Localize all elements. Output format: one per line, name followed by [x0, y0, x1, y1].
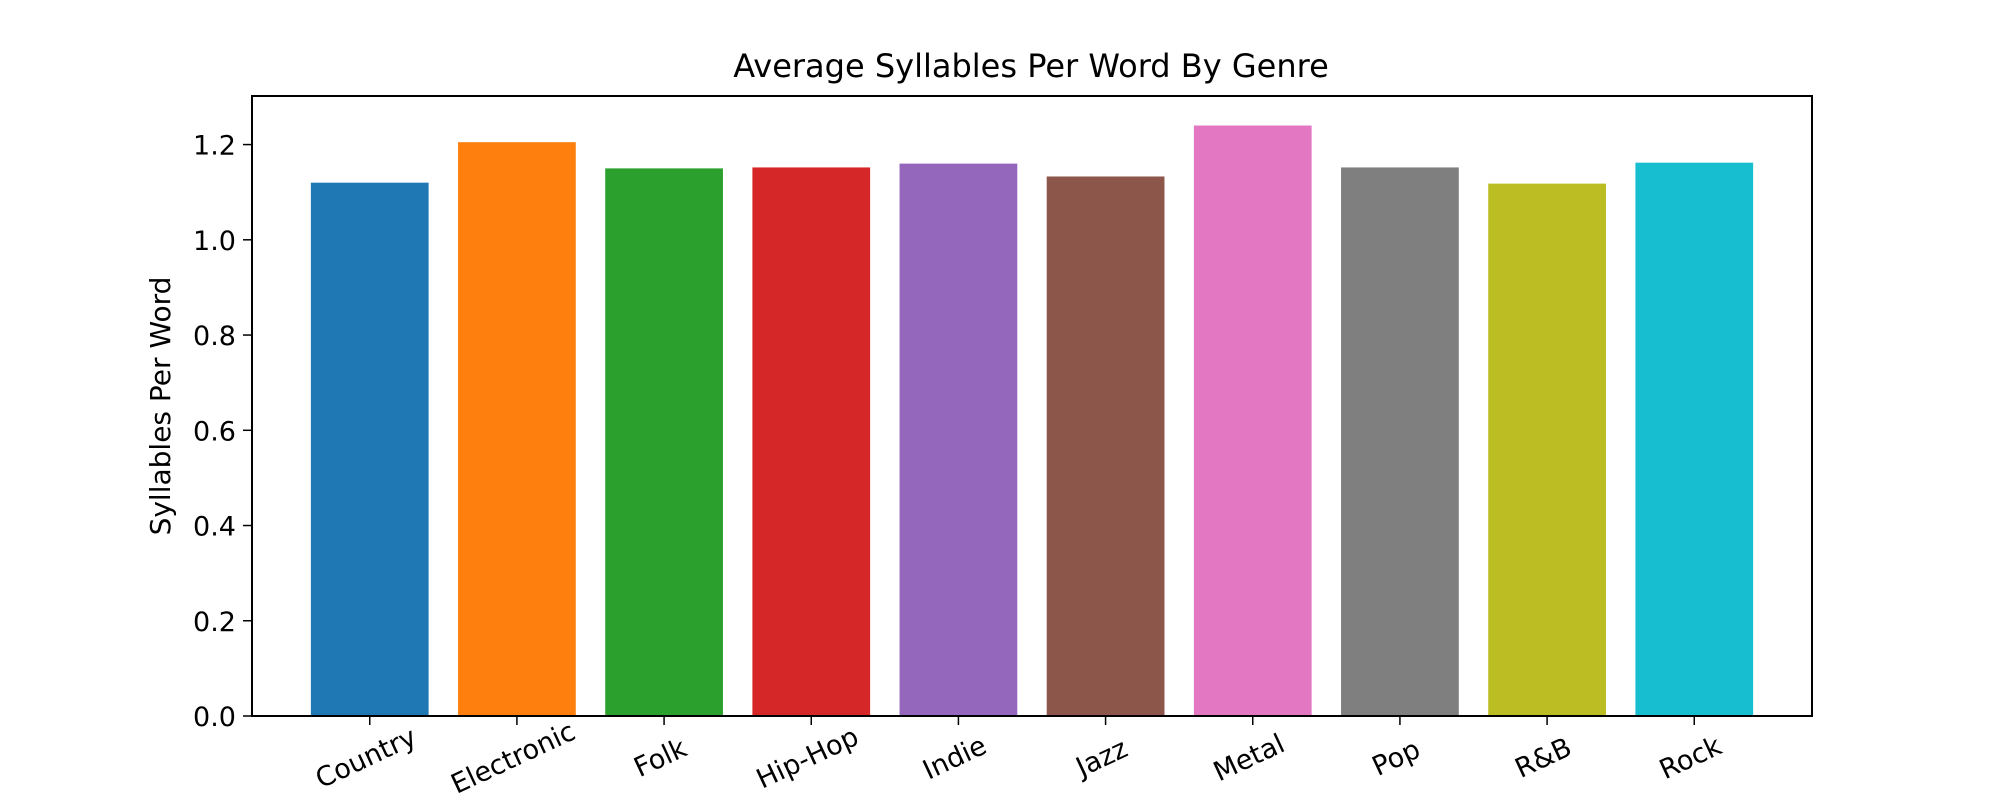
y-tick-label: 0.0	[193, 702, 236, 733]
bar-country	[310, 182, 429, 717]
x-tick-label: Jazz	[1070, 733, 1133, 784]
x-ticks: Country Electronic Folk Hip-Hop Indie Jazz Met…	[311, 716, 1727, 800]
y-tick-label: 1.0	[193, 226, 236, 257]
y-tick-label: 0.2	[193, 607, 236, 638]
y-ticks: 0.0 0.2 0.4 0.6 0.8 1.0 1.2	[193, 131, 252, 733]
y-tick-label: 0.4	[193, 512, 236, 543]
bar-pop	[1341, 167, 1459, 716]
x-tick-label: Pop	[1368, 734, 1425, 783]
bar-rock	[1635, 162, 1754, 717]
bar-r-b	[1488, 183, 1606, 716]
bar-folk	[605, 168, 723, 716]
bar-electronic	[458, 142, 576, 716]
bar-jazz	[1046, 176, 1165, 717]
bar-metal	[1193, 125, 1312, 716]
x-tick-label: Hip-Hop	[752, 721, 864, 795]
y-tick-label: 0.8	[193, 321, 236, 352]
y-axis-label: Syllables Per Word	[144, 277, 177, 536]
chart-title: Average Syllables Per Word By Genre	[733, 47, 1329, 85]
x-tick-label: Indie	[918, 730, 991, 786]
x-tick-label: Country	[311, 722, 421, 795]
x-tick-label: Electronic	[446, 716, 580, 800]
bar-hip-hop	[752, 167, 871, 716]
bars-layer	[310, 125, 1754, 717]
y-tick-label: 0.6	[193, 416, 236, 447]
x-tick-label: Metal	[1209, 728, 1290, 788]
y-tick-label: 1.2	[193, 131, 236, 162]
x-tick-label: Rock	[1655, 730, 1727, 786]
x-tick-label: Folk	[629, 733, 692, 784]
plot-area-frame	[251, 95, 1813, 717]
x-tick-label: R&B	[1511, 732, 1577, 785]
bar-indie	[899, 163, 1018, 716]
